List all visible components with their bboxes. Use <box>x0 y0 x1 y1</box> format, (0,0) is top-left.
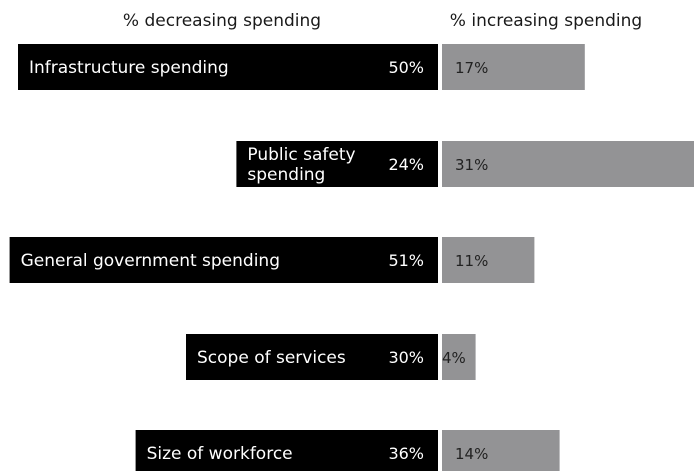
category-label: Scope of services <box>197 348 346 368</box>
bar-increasing <box>442 334 476 380</box>
value-label-increasing: 4% <box>442 349 466 367</box>
value-label-decreasing: 24% <box>388 155 424 174</box>
category-label: Infrastructure spending <box>29 58 229 78</box>
category-label: Public safety spending <box>247 145 355 185</box>
value-label-decreasing: 50% <box>388 58 424 77</box>
bar-decreasing <box>186 334 438 380</box>
bar-increasing <box>442 237 535 283</box>
category-label: Size of workforce <box>147 444 293 464</box>
bar-increasing <box>442 430 560 471</box>
value-label-increasing: 17% <box>455 59 488 77</box>
value-label-decreasing: 51% <box>388 251 424 270</box>
value-label-decreasing: 36% <box>388 444 424 463</box>
bar-increasing <box>442 44 585 90</box>
bar-decreasing <box>135 430 438 471</box>
category-label: General government spending <box>21 251 280 271</box>
value-label-decreasing: 30% <box>388 348 424 367</box>
bar-decreasing <box>18 44 438 90</box>
value-label-increasing: 14% <box>455 445 488 463</box>
header-decreasing: % decreasing spending <box>123 11 321 31</box>
header-increasing: % increasing spending <box>450 11 642 31</box>
bar-increasing <box>442 141 694 187</box>
bar-decreasing <box>236 141 438 187</box>
value-label-increasing: 11% <box>455 252 488 270</box>
value-label-increasing: 31% <box>455 156 488 174</box>
bars-group: Infrastructure spending 50% 17% Public safe… <box>9 44 694 471</box>
bar-decreasing <box>9 237 438 283</box>
